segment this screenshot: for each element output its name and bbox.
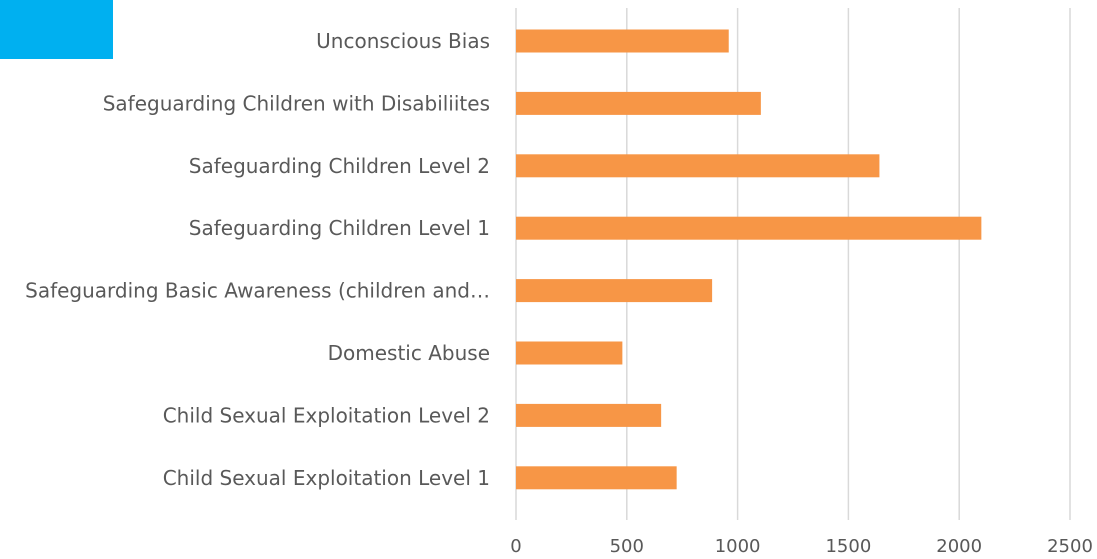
x-tick-label: 1000 bbox=[715, 536, 761, 557]
x-tick-label: 2000 bbox=[936, 536, 982, 557]
x-tick-label: 500 bbox=[610, 536, 644, 557]
category-label: Child Sexual Exploitation Level 1 bbox=[163, 466, 490, 490]
x-tick-label: 1500 bbox=[825, 536, 871, 557]
bar bbox=[516, 341, 623, 365]
category-label: Safeguarding Children Level 1 bbox=[189, 216, 490, 240]
x-axis-tick-labels: 0 500 1000 1500 2000 2500 bbox=[510, 536, 1093, 557]
bars bbox=[516, 29, 982, 490]
bar bbox=[516, 29, 729, 53]
bar bbox=[516, 279, 713, 303]
category-label: Safeguarding Children Level 2 bbox=[189, 154, 490, 178]
category-labels: Unconscious Bias Safeguarding Children wi… bbox=[25, 29, 490, 490]
category-label: Domestic Abuse bbox=[328, 341, 490, 365]
bar bbox=[516, 466, 677, 490]
category-label: Safeguarding Basic Awareness (children a… bbox=[25, 279, 490, 303]
bar bbox=[516, 403, 662, 427]
corner-block bbox=[0, 0, 113, 59]
bar bbox=[516, 216, 982, 240]
category-label: Unconscious Bias bbox=[316, 29, 490, 53]
gridlines bbox=[515, 8, 1071, 520]
x-tick-label: 0 bbox=[510, 536, 521, 557]
category-label: Safeguarding Children with Disabiliites bbox=[103, 91, 490, 115]
bar bbox=[516, 154, 880, 178]
x-tick-label: 2500 bbox=[1047, 536, 1093, 557]
category-label: Child Sexual Exploitation Level 2 bbox=[163, 403, 490, 427]
bar bbox=[516, 91, 761, 115]
